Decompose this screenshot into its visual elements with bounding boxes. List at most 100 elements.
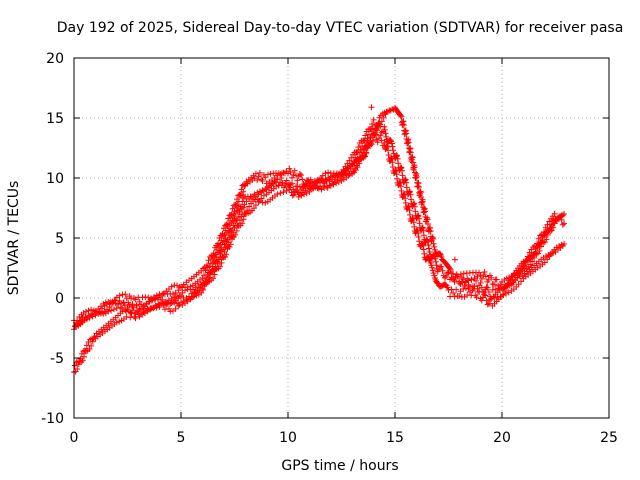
data-point — [240, 188, 247, 195]
data-point — [279, 179, 286, 186]
data-point — [381, 126, 388, 133]
data-point — [179, 289, 186, 296]
data-point — [416, 215, 423, 222]
data-point — [383, 133, 390, 140]
data-point — [227, 241, 234, 248]
data-point — [535, 235, 542, 242]
data-point — [394, 175, 401, 182]
data-point — [228, 226, 235, 233]
data-point — [378, 137, 385, 144]
data-point — [318, 186, 325, 193]
data-point — [541, 259, 548, 266]
data-point — [105, 308, 112, 315]
data-point — [254, 177, 261, 184]
data-point — [89, 338, 96, 345]
data-point — [491, 294, 498, 301]
data-point — [387, 137, 394, 144]
data-point — [368, 141, 375, 148]
data-point — [287, 181, 294, 188]
data-point — [492, 286, 499, 293]
data-point — [145, 294, 152, 301]
data-point — [330, 172, 337, 179]
data-point — [360, 154, 367, 161]
data-point — [178, 299, 184, 306]
data-point — [408, 196, 415, 203]
data-point — [432, 258, 439, 265]
data-point — [224, 236, 231, 243]
axis-ticks — [73, 57, 610, 419]
data-point — [406, 207, 413, 214]
data-point — [239, 220, 246, 227]
data-point — [291, 167, 298, 174]
data-point — [401, 191, 408, 198]
data-point — [381, 123, 388, 130]
data-point — [80, 317, 87, 324]
data-point — [155, 301, 162, 308]
data-point — [225, 231, 232, 238]
data-point — [413, 173, 420, 180]
data-point — [481, 269, 488, 276]
data-point — [460, 285, 467, 292]
data-point — [389, 163, 396, 170]
data-point — [480, 272, 487, 279]
data-point — [397, 164, 404, 171]
data-point — [433, 262, 440, 269]
data-point — [430, 270, 437, 277]
data-point — [507, 276, 514, 283]
data-point — [380, 114, 387, 121]
data-point — [280, 189, 287, 196]
data-point — [409, 214, 416, 221]
data-point — [425, 241, 432, 248]
data-point — [490, 281, 497, 288]
data-point — [164, 299, 171, 306]
data-point — [462, 285, 469, 292]
data-point — [505, 289, 512, 296]
data-point — [485, 300, 492, 307]
data-point — [430, 240, 437, 247]
data-point — [482, 292, 489, 299]
data-point — [478, 284, 485, 291]
data-point — [429, 267, 436, 274]
data-point — [378, 129, 385, 136]
data-point — [428, 262, 435, 269]
data-point — [326, 182, 333, 189]
data-point — [561, 211, 568, 217]
data-point — [82, 308, 89, 315]
data-point — [482, 273, 489, 280]
data-point — [232, 218, 239, 225]
data-point — [194, 287, 201, 294]
data-point — [148, 297, 155, 304]
data-point — [388, 154, 395, 161]
data-point — [416, 220, 423, 227]
data-point — [235, 213, 242, 220]
data-point — [116, 292, 123, 299]
data-point — [291, 188, 298, 195]
data-point — [258, 195, 265, 202]
data-point — [152, 296, 159, 303]
data-point — [168, 283, 175, 290]
data-point — [410, 219, 417, 226]
data-point — [289, 192, 296, 199]
data-point — [406, 211, 413, 218]
data-point — [424, 221, 431, 228]
data-point — [264, 171, 271, 178]
data-point — [438, 253, 445, 260]
data-point — [403, 179, 410, 186]
data-point — [222, 253, 229, 260]
data-point — [241, 182, 248, 189]
data-point — [489, 286, 496, 293]
data-point — [411, 200, 418, 207]
data-point — [368, 104, 375, 111]
data-point — [145, 298, 152, 305]
data-point — [537, 239, 544, 246]
data-point — [287, 169, 294, 176]
data-point — [153, 304, 160, 311]
data-point — [483, 284, 490, 291]
data-point — [397, 112, 404, 119]
data-point — [126, 302, 133, 309]
data-point — [255, 173, 262, 180]
data-markers — [71, 104, 568, 376]
data-point — [405, 203, 412, 210]
data-point — [468, 276, 475, 283]
